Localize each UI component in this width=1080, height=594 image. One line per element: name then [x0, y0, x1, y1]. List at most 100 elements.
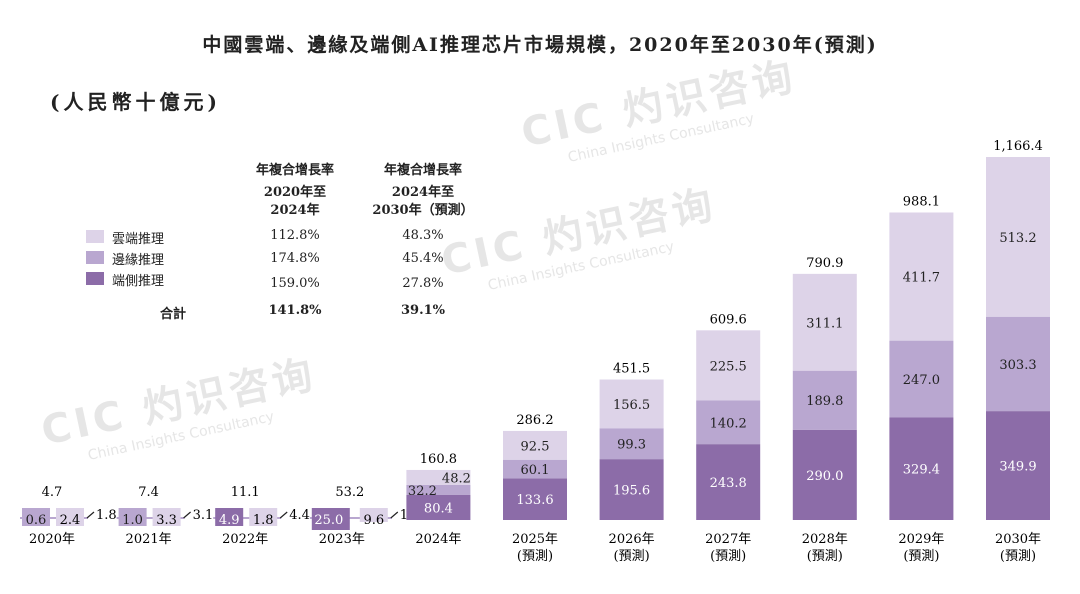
total-label: 609.6 [710, 312, 747, 327]
x-tick-forecast-label: (預測) [807, 549, 843, 564]
legend-swatch-edge [86, 251, 104, 264]
bar-segment-device [792, 429, 857, 520]
data-label-cloud: 156.5 [613, 398, 650, 413]
data-label-device: 4.9 [219, 513, 240, 528]
data-label-device: 25.0 [314, 513, 343, 528]
data-label-edge: 189.8 [806, 394, 843, 409]
x-tick-label: 2023年 [319, 532, 365, 547]
data-label-edge: 3.3 [156, 513, 177, 528]
data-label-cloud: 48.2 [442, 471, 471, 486]
bar-segment-cloud [406, 469, 471, 485]
data-label-device: 349.9 [999, 460, 1036, 475]
bar-segment-cloud [503, 430, 567, 460]
cagr-total-cell: 39.1% [400, 303, 445, 318]
bar-segment-edge [986, 316, 1050, 412]
bar-segment-device [406, 494, 471, 520]
total-label: 合計 [160, 307, 187, 322]
bar-segment-device [503, 478, 567, 520]
total-label: 1,166.4 [993, 139, 1043, 154]
data-label-device: 133.6 [516, 493, 553, 508]
data-label-edge: 1.8 [253, 513, 274, 528]
leader-line [183, 511, 191, 519]
data-label-edge: 99.3 [617, 438, 646, 453]
data-label-cloud: 3.1 [193, 508, 214, 523]
x-tick-label: 2030年 [995, 532, 1041, 547]
cagr-total-cell: 141.8% [268, 303, 322, 318]
x-tick-label: 2021年 [126, 532, 172, 547]
bar-segment-edge [406, 484, 471, 495]
unit-label: (人民幣十億元) [50, 90, 221, 114]
bar-segment-device [215, 508, 244, 526]
bar-segment-edge [56, 508, 84, 526]
cagr-header-2: 年複合增長率 2024年至 2030年（預測） [372, 163, 474, 218]
bar-segment-device [696, 444, 761, 520]
data-label-edge: 60.1 [521, 463, 550, 478]
bar-segment-edge [359, 508, 388, 522]
cagr-cell: 159.0% [270, 276, 320, 291]
total-label: 7.4 [138, 485, 159, 500]
total-label: 988.1 [903, 194, 940, 209]
data-label-device: 195.6 [613, 484, 650, 499]
legend-swatch-device [86, 272, 104, 285]
cagr-cell: 48.3% [402, 228, 444, 243]
total-label: 4.7 [42, 485, 63, 500]
x-tick-forecast-label: (預測) [1000, 549, 1036, 564]
bar-segment-edge [696, 400, 761, 445]
bar-segment-edge [889, 340, 954, 418]
bar-segment-device [599, 459, 664, 520]
bar-segment-edge [599, 428, 664, 460]
data-label-edge: 2.4 [60, 513, 81, 528]
data-label-edge: 9.6 [363, 513, 384, 528]
x-tick-label: 2027年 [705, 532, 751, 547]
x-tick-label: 2020年 [29, 532, 75, 547]
total-label: 160.8 [420, 452, 457, 467]
leader-line [390, 511, 399, 519]
data-label-edge: 303.3 [999, 358, 1036, 373]
x-tick-label: 2028年 [802, 532, 848, 547]
leader-line [279, 511, 288, 519]
x-tick-label: 2024年 [415, 532, 461, 547]
data-label-cloud: 1.8 [96, 508, 117, 523]
bar-segment-cloud [599, 379, 664, 429]
total-label: 53.2 [335, 485, 364, 500]
legend-label-device: 端側推理 [112, 274, 165, 289]
data-label-cloud: 225.5 [710, 359, 747, 374]
x-tick-forecast-label: (預測) [903, 549, 939, 564]
total-label: 286.2 [516, 413, 553, 428]
data-label-cloud: 4.4 [289, 508, 310, 523]
total-label: 11.1 [231, 485, 260, 500]
leader-line [86, 511, 95, 519]
data-label-edge: 32.2 [408, 484, 437, 499]
x-tick-forecast-label: (預測) [517, 549, 553, 564]
cagr-cell: 174.8% [270, 251, 320, 266]
data-label-cloud: 92.5 [521, 439, 550, 454]
cagr-cell: 112.8% [270, 228, 320, 243]
data-label-device: 329.4 [903, 463, 940, 478]
x-tick-label: 2022年 [222, 532, 268, 547]
bar-segment-cloud [696, 330, 761, 401]
x-tick-forecast-label: (預測) [710, 549, 746, 564]
bar-segment-device [118, 508, 147, 526]
data-label-cloud: 513.2 [999, 231, 1036, 246]
bar-segment-cloud [986, 157, 1050, 317]
bar-segment-edge [792, 370, 857, 430]
bar-segment-device [22, 508, 50, 526]
bar-segment-cloud [889, 212, 954, 341]
cagr-cell: 45.4% [402, 251, 444, 266]
x-tick-label: 2029年 [898, 532, 944, 547]
chart-title: 中國雲端、邊緣及端側AI推理芯片市場規模，2020年至2030年(預測) [202, 34, 878, 56]
data-label-device: 0.6 [26, 513, 47, 528]
bar-segment-device [889, 417, 954, 520]
bar-segment-edge [152, 508, 181, 526]
data-label-edge: 247.0 [903, 373, 940, 388]
legend-label-edge: 邊緣推理 [112, 253, 165, 268]
cagr-cell: 27.8% [402, 276, 444, 291]
data-label-device: 80.4 [424, 501, 453, 516]
data-label-cloud: 411.7 [903, 271, 940, 286]
data-label-device: 243.8 [710, 476, 747, 491]
cagr-header-1: 年複合增長率 2020年至 2024年 [255, 163, 334, 218]
data-label-device: 1.0 [122, 513, 143, 528]
bar-segment-edge [249, 508, 278, 526]
total-label: 451.5 [613, 362, 650, 377]
